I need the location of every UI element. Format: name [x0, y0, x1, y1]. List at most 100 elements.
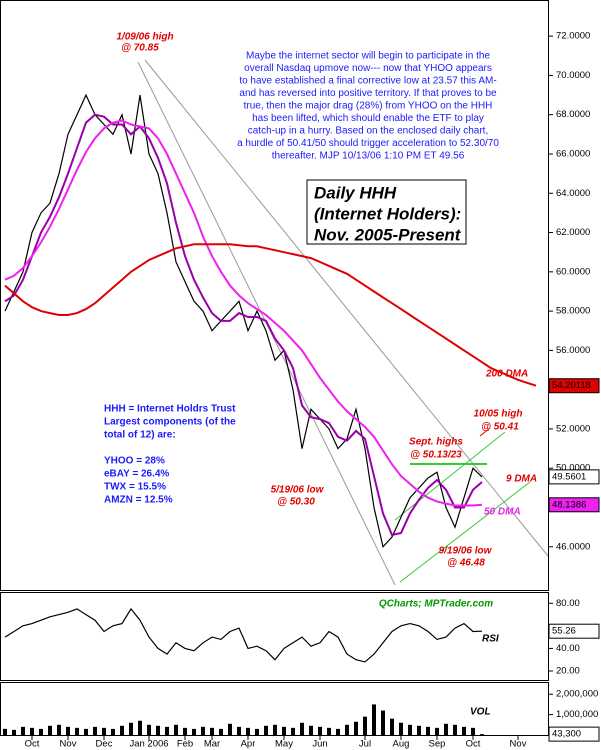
chart-title: Nov. 2005-Present	[314, 225, 462, 244]
volume-bar	[129, 722, 133, 735]
holdings-line: Largest components (of the	[104, 417, 236, 428]
y-tick-label: 64.0000	[556, 188, 590, 199]
last-value-label: 55.26	[552, 626, 576, 637]
volume-bar	[300, 722, 304, 735]
channel-line	[394, 431, 506, 521]
volume-bar	[84, 728, 88, 735]
volume-bar	[390, 718, 394, 735]
volume-bar	[336, 728, 340, 735]
volume-bar	[93, 726, 97, 735]
holdings-line: TWX = 15.5%	[104, 482, 166, 493]
last-value-box	[548, 623, 600, 639]
x-tick-label: Sep	[429, 739, 446, 750]
pointer	[479, 427, 491, 437]
annotation: 1/09/06 high	[116, 32, 173, 43]
last-value-label: 54.20118	[552, 380, 591, 391]
volume-bar	[183, 727, 187, 735]
annotation: @ 70.85	[121, 43, 159, 54]
commentary-line: Maybe the internet sector will begin to …	[246, 51, 490, 62]
panel-title: VOL	[470, 707, 491, 718]
x-tick-label: May	[275, 739, 293, 750]
volume-bar	[417, 725, 421, 735]
volume-bar	[408, 724, 412, 735]
volume-bar	[471, 727, 475, 735]
volume-bar	[237, 726, 241, 735]
last-value-box	[548, 497, 600, 513]
chart-title: (Internet Holders):	[314, 204, 461, 223]
commentary-line: to have established a final corrective l…	[239, 76, 496, 87]
channel-line	[144, 59, 549, 557]
x-tick-label: Apr	[241, 739, 256, 750]
volume-bar	[309, 725, 313, 735]
volume-bar	[354, 721, 358, 735]
last-value-box	[548, 726, 600, 742]
x-tick-label: Jun	[312, 739, 327, 750]
volume-bar	[255, 728, 259, 735]
volume-bar	[120, 725, 124, 735]
last-value-box	[548, 469, 600, 485]
volume-bar	[453, 724, 457, 735]
trend-lines	[137, 59, 549, 586]
y-tick-label: 1,000,000	[556, 709, 598, 720]
title-box	[306, 179, 467, 245]
series-line	[4, 119, 483, 507]
series-label: 200 DMA	[485, 369, 528, 380]
series-line	[4, 607, 483, 663]
annotation: @ 50.13/23	[410, 450, 462, 461]
x-tick-label: Mar	[204, 739, 220, 750]
y-tick-label: 46.0000	[556, 541, 590, 552]
source: QCharts; MPTrader.com	[379, 599, 493, 610]
y-tick-label: 72.0000	[556, 31, 590, 42]
y-tick-label: 20.00	[556, 665, 580, 676]
volume-bar	[165, 726, 169, 735]
volume-bar	[264, 725, 268, 735]
volume-bar	[435, 727, 439, 735]
series-line	[4, 243, 537, 387]
x-tick-label: Dec	[96, 739, 113, 750]
last-value-box	[548, 378, 600, 394]
series-label: 9 DMA	[506, 474, 537, 485]
y-tick-label: 52.0000	[556, 423, 590, 434]
volume-bar	[282, 726, 286, 735]
y-tick-label: 62.0000	[556, 227, 590, 238]
volume-bar	[399, 722, 403, 735]
series-line	[4, 113, 483, 537]
volume-bar	[192, 728, 196, 735]
volume-bar	[39, 728, 43, 735]
annotation: 9/19/06 low	[439, 546, 493, 557]
volume-bar	[12, 729, 16, 735]
x-tick-label: Jan 2006	[129, 739, 168, 750]
commentary-line: and has reversed into positive territory…	[239, 88, 497, 99]
volume-bar	[462, 726, 466, 735]
last-value-label: 43,300	[552, 729, 581, 740]
y-tick-label: 80.00	[556, 598, 580, 609]
volume-bar	[273, 724, 277, 735]
annotation: @ 50.41	[481, 422, 519, 433]
volume-bar	[21, 726, 25, 735]
volume-bar	[318, 726, 322, 735]
volume-bar	[102, 727, 106, 735]
x-tick-label: Oct	[25, 739, 40, 750]
annotation: 10/05 high	[474, 409, 523, 420]
y-tick-label: 68.0000	[556, 109, 590, 120]
y-tick-label: 40.00	[556, 643, 580, 654]
annotation: @ 46.48	[447, 558, 485, 569]
last-value-label: 49.5601	[552, 471, 586, 482]
y-tick-label: 56.0000	[556, 345, 590, 356]
price-panel	[0, 0, 549, 591]
volume-bar	[66, 726, 70, 735]
commentary-line: a hurdle of 50.41/50 should trigger acce…	[237, 138, 499, 149]
volume-bar	[48, 725, 52, 735]
volume-bar	[75, 727, 79, 735]
volume-bar	[381, 710, 385, 735]
x-tick-label: Nov	[510, 739, 527, 750]
last-value-label: 48.1386	[552, 499, 586, 510]
volume-bar	[174, 724, 178, 735]
x-tick-label: Nov	[60, 739, 77, 750]
chart-title: Daily HHH	[314, 183, 397, 202]
x-tick-label: Aug	[393, 739, 410, 750]
volume-panel	[0, 682, 549, 736]
